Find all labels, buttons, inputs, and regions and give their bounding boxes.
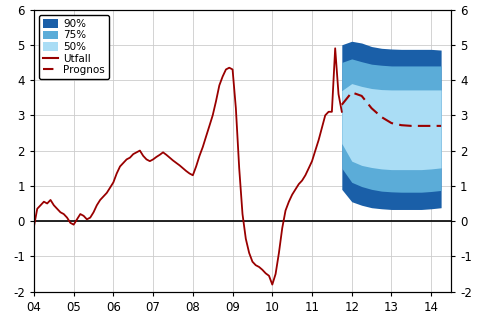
Legend: 90%, 75%, 50%, Utfall, Prognos: 90%, 75%, 50%, Utfall, Prognos: [39, 15, 109, 79]
